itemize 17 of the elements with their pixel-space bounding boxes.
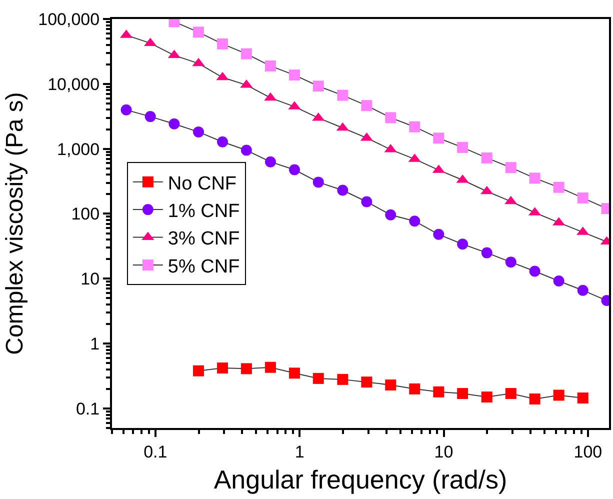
x-tick-label: 100 <box>574 442 602 462</box>
x-tick-label: 0.1 <box>144 442 168 462</box>
x-tick-label: 10 <box>434 442 454 462</box>
y-axis-title: Complex viscosity (Pa s) <box>2 92 29 355</box>
x-axis-title: Angular frequency (rad/s) <box>214 464 508 495</box>
x-tick-label: 1 <box>294 442 304 462</box>
y-tick-label: 10,000 <box>48 74 100 94</box>
legend-label: 1% CNF <box>168 200 240 222</box>
y-tick-label: 1,000 <box>57 140 100 159</box>
y-tick-label: 100 <box>71 204 100 224</box>
y-tick-label: 100,000 <box>38 10 100 29</box>
y-tick-label: 0.1 <box>76 399 100 418</box>
legend-label: No CNF <box>168 173 237 194</box>
legend-label: 5% CNF <box>168 256 240 278</box>
y-tick-label: 1 <box>90 334 100 354</box>
legend-label: 3% CNF <box>168 228 240 250</box>
y-tick-label: 10 <box>80 270 100 289</box>
